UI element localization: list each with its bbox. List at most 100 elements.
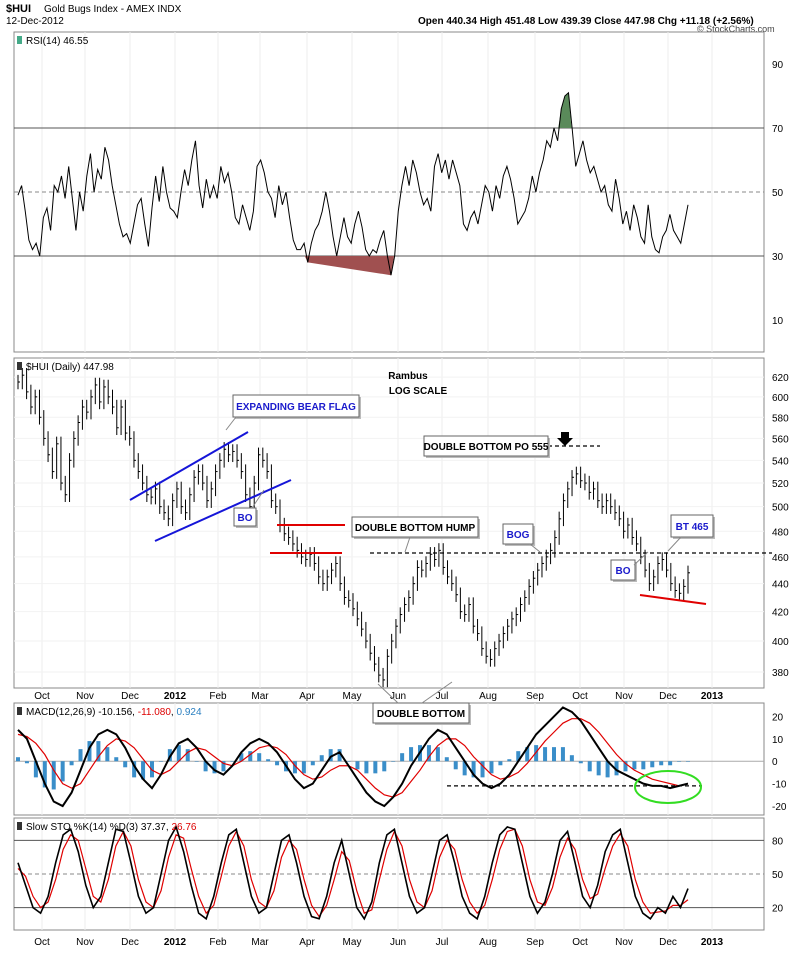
macd-histogram-bar: [132, 761, 137, 778]
sto-d-value: 26.76: [171, 822, 196, 833]
annotations: Rambus LOG SCALE EXPANDING BEAR FLAG DOUBLE…: [225, 371, 715, 725]
macd-histogram-bar: [677, 761, 682, 762]
month-label: Dec: [121, 937, 139, 948]
price-tick-label: 620: [772, 373, 789, 384]
macd-histogram-bar: [525, 747, 530, 762]
macd-histogram-bar: [355, 761, 360, 770]
rsi-line: [17, 91, 689, 276]
price-tick-label: 520: [772, 479, 789, 490]
month-label: Jun: [390, 937, 406, 948]
bt-465-label: BT 465: [676, 522, 709, 533]
macd-histogram-bar: [426, 745, 431, 762]
price-tick-label: 540: [772, 456, 789, 467]
macd-histogram-bar: [596, 761, 601, 776]
macd-histogram-bar: [16, 757, 20, 762]
flag-upper-line: [129, 431, 249, 501]
month-label: Sep: [526, 691, 544, 702]
macd-histogram-bar: [686, 761, 690, 762]
macd-histogram-bar: [185, 749, 190, 762]
macd-histogram-bar: [587, 761, 592, 772]
double-bottom-po-box: [423, 435, 549, 457]
macd-histogram-bar: [141, 761, 146, 780]
macd-histogram-bar: [266, 759, 271, 762]
month-label: Sep: [526, 937, 544, 948]
macd-histogram-bar: [328, 749, 333, 762]
macd-histogram-bar: [319, 755, 324, 762]
month-label: Feb: [209, 691, 227, 702]
macd-histogram-bar: [310, 761, 315, 766]
flag-lower-line: [154, 479, 292, 542]
rsi-overbought-fill: [558, 92, 572, 128]
rsi-panel-icon: [17, 36, 22, 44]
macd-histogram-bar: [614, 761, 619, 776]
macd-histogram-bar: [471, 761, 476, 778]
macd-histogram-bar: [257, 753, 262, 762]
macd-histogram-bar: [400, 753, 405, 762]
macd-histogram-bar: [337, 749, 342, 762]
macd-histogram-bar: [230, 761, 235, 762]
header-date: 12-Dec-2012: [6, 16, 64, 27]
macd-histogram-bar: [275, 761, 280, 766]
macd-histogram-bar: [409, 747, 414, 762]
log-scale-label: LOG SCALE: [389, 386, 448, 397]
rsi-tick-label: 70: [772, 124, 784, 135]
macd-histogram-bar: [650, 761, 655, 768]
macd-tick-label: 0: [772, 757, 778, 768]
double-bottom-box: [372, 702, 470, 724]
macd-histogram-value: 0.924: [176, 707, 201, 718]
rsi-tick-label: 90: [772, 60, 784, 71]
rsi-oversold-fill: [304, 256, 395, 276]
price-tick-label: 420: [772, 608, 789, 619]
red-line-recent: [639, 594, 707, 605]
macd-histogram-bar: [489, 761, 494, 774]
month-label: Mar: [251, 691, 269, 702]
macd-tick-label: -10: [772, 780, 787, 791]
bo-left-pointer: [251, 489, 265, 509]
double-bottom-pointer-right: [421, 681, 453, 704]
macd-histogram-bar: [248, 751, 253, 762]
rambus-label: Rambus: [388, 371, 428, 382]
sto-tick-label: 80: [772, 836, 784, 847]
macd-histogram-bar: [605, 761, 610, 778]
month-label: May: [343, 691, 362, 702]
macd-histogram-bar: [632, 761, 637, 770]
macd-histogram-bar: [221, 761, 226, 772]
double-bottom-pointer-left: [377, 683, 399, 704]
bog-pointer: [529, 543, 541, 553]
month-label: 2013: [701, 937, 724, 948]
macd-histogram-bar: [641, 761, 646, 770]
macd-histogram-bar: [346, 761, 351, 762]
month-label: May: [343, 937, 362, 948]
month-label: Jul: [436, 691, 449, 702]
macd-histogram-bar: [435, 747, 440, 762]
month-label: Feb: [209, 937, 227, 948]
double-bottom-hump-label: DOUBLE BOTTOM HUMP: [355, 523, 476, 534]
macd-histogram-bar: [498, 761, 503, 766]
macd-histogram-bar: [87, 741, 92, 762]
sto-tick-label: 50: [772, 870, 784, 881]
macd-histogram-bar: [96, 741, 101, 762]
month-label: Oct: [572, 937, 588, 948]
macd-histogram-bar: [176, 745, 181, 762]
bo-left-label: BO: [238, 513, 253, 524]
macd-histogram-bar: [203, 761, 208, 772]
rsi-title: RSI(14) 46.55: [26, 36, 89, 47]
month-axis-top: Oct Nov Dec 2012 Feb Mar Apr May Jun Jul Aug Sep Oct…: [34, 691, 723, 702]
double-bottom-hump-box: [351, 516, 479, 538]
macd-signal-value: -11.080: [138, 707, 172, 718]
sto-k-line: [17, 824, 689, 921]
price-tick-label: 500: [772, 503, 789, 514]
macd-histogram-bar: [301, 761, 306, 774]
macd-sep: ,: [171, 707, 177, 718]
macd-histogram-bar: [462, 761, 467, 776]
macd-histogram-bar: [105, 747, 110, 762]
price-tick-label: 440: [772, 580, 789, 591]
month-label: Oct: [572, 691, 588, 702]
macd-histogram-bar: [212, 761, 217, 774]
price-title: $HUI (Daily) 447.98: [26, 362, 114, 373]
rsi-panel: 10 30 50 70 90 RSI(14) 46.55: [13, 31, 784, 353]
macd-tick-label: 10: [772, 735, 784, 746]
sto-tick-label: 20: [772, 904, 784, 915]
month-axis-bottom: Oct Nov Dec 2012 Feb Mar Apr May Jun Jul Aug Sep Oct…: [34, 937, 723, 948]
